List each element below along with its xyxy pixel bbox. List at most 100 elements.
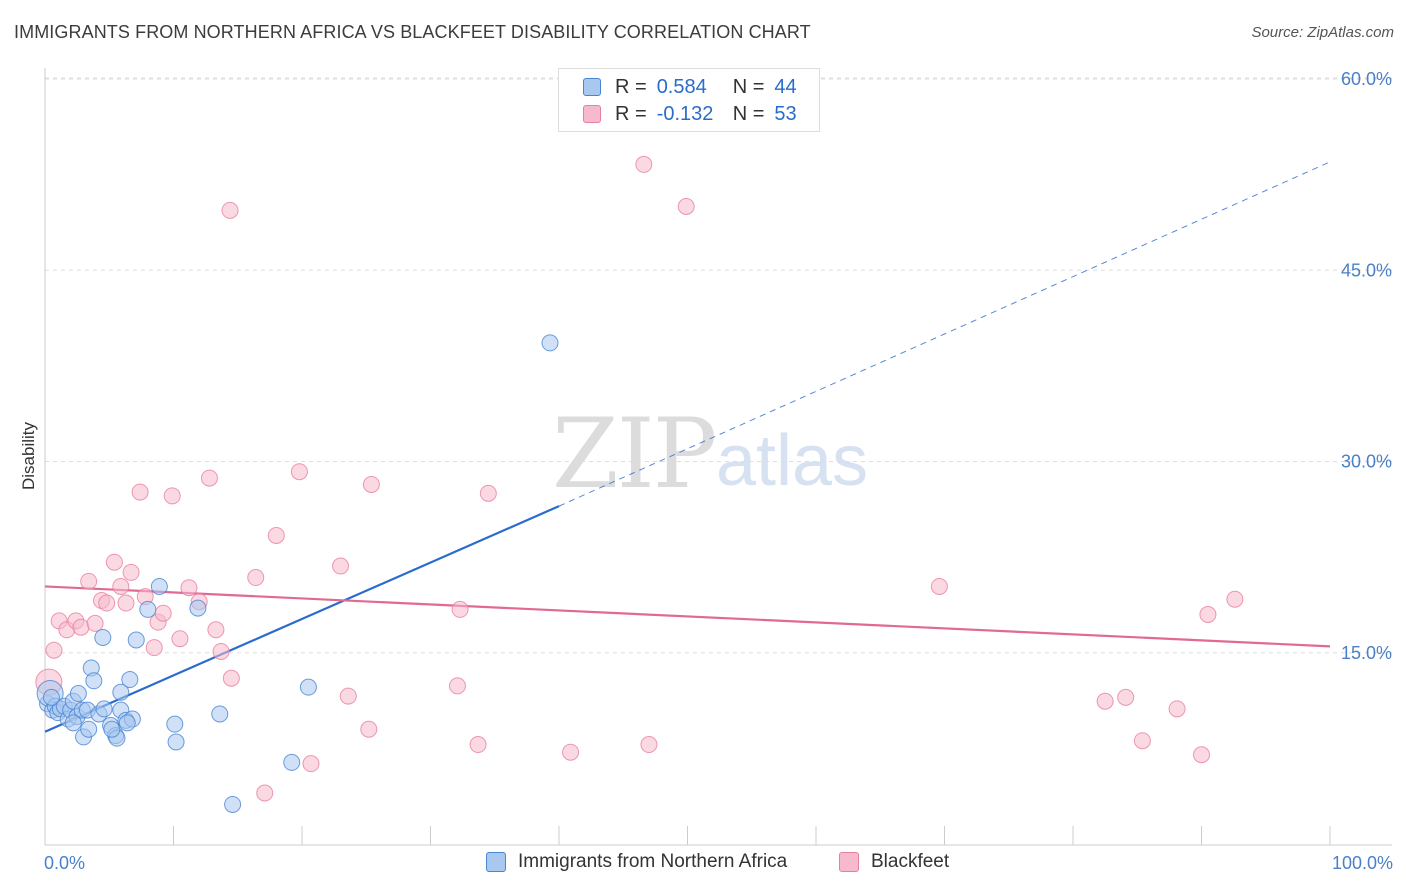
pink-point — [145, 639, 163, 657]
legend-r-label: R = — [615, 102, 647, 125]
pink-point — [256, 784, 274, 802]
blue-point — [94, 628, 112, 646]
bottom-legend-item-immigrants[interactable]: Immigrants from Northern Africa — [486, 851, 787, 873]
pink-point — [290, 463, 308, 481]
bottom-legend-label: Immigrants from Northern Africa — [518, 851, 788, 872]
blue-point — [42, 688, 60, 706]
pink-point — [207, 621, 225, 639]
bottom-legend-swatch-blue — [486, 852, 506, 872]
y-tick-label: 45.0% — [1341, 260, 1392, 280]
blue-point — [118, 714, 136, 732]
trend-layer — [44, 161, 1331, 733]
pink-point — [45, 641, 63, 659]
pink-point — [302, 755, 320, 773]
pink-point — [448, 677, 466, 695]
legend-n-value: 53 — [774, 102, 797, 125]
blue-point — [127, 631, 145, 649]
pink-point — [221, 201, 239, 219]
blue-point — [85, 672, 103, 690]
pink-point — [1096, 692, 1114, 710]
blue-point — [224, 795, 242, 813]
legend-n-label: N = — [732, 102, 765, 125]
blue-point — [541, 334, 559, 352]
pink-point — [131, 483, 149, 501]
blue-point — [139, 600, 157, 618]
pink-point — [72, 618, 90, 636]
pink-point — [163, 487, 181, 505]
legend-r-value: -0.132 — [656, 102, 714, 125]
pink-point — [247, 569, 265, 587]
blue-point — [211, 705, 229, 723]
x-tick-label: 0.0% — [44, 853, 85, 873]
pink-point — [222, 669, 240, 687]
pink-point — [112, 577, 130, 595]
pink-point — [1226, 590, 1244, 608]
pink-point — [1193, 746, 1210, 764]
y-tick-label: 60.0% — [1341, 69, 1392, 89]
points-layer — [35, 155, 1244, 813]
legend-n-label: N = — [732, 75, 765, 98]
pink-point — [154, 604, 172, 622]
legend-n-value: 44 — [774, 75, 797, 98]
pink-point — [1199, 606, 1217, 623]
pink-point — [930, 577, 948, 595]
pink-point — [339, 687, 357, 705]
bottom-legend-label: Blackfeet — [871, 851, 950, 872]
blue-point — [64, 714, 82, 732]
correlation-legend: R = 0.584 N = 44 R = -0.132 N = 53 — [558, 68, 820, 132]
blue-trend-line — [44, 505, 560, 733]
legend-row-blue: R = 0.584 N = 44 — [583, 75, 797, 99]
chart-title: IMMIGRANTS FROM NORTHERN AFRICA VS BLACK… — [14, 22, 811, 42]
pink-point — [180, 579, 198, 597]
watermark-zip: ZIP — [552, 398, 717, 510]
pink-point — [1168, 700, 1186, 718]
bottom-legend-swatch-pink — [839, 852, 859, 872]
legend-swatch-blue — [583, 78, 601, 96]
axis-layer: 15.0% 30.0% 45.0% 60.0% 0.0% 100.0% — [44, 68, 1393, 873]
blue-point — [112, 683, 130, 701]
blue-point — [283, 753, 301, 771]
pink-point — [635, 155, 653, 173]
blue-point — [299, 678, 317, 696]
bottom-legend-item-blackfeet[interactable]: Blackfeet — [839, 851, 949, 873]
source-label: Source: ZipAtlas.com — [1251, 24, 1394, 41]
blue-point — [95, 700, 113, 718]
pink-point — [171, 630, 189, 648]
pink-point — [200, 469, 218, 487]
blue-point — [121, 671, 139, 689]
pink-point — [98, 594, 116, 612]
blue-point — [69, 685, 87, 703]
blue-point — [150, 577, 168, 595]
blue-point — [166, 715, 184, 733]
pink-point — [86, 614, 104, 632]
pink-point — [117, 594, 135, 612]
blue-point — [189, 599, 207, 617]
y-axis-label: Disability — [19, 421, 38, 490]
pink-point — [122, 563, 140, 581]
blue-point — [80, 720, 98, 738]
pink-point — [451, 600, 469, 618]
x-tick-label: 100.0% — [1332, 853, 1393, 873]
legend-r-value: 0.584 — [656, 75, 707, 98]
pink-point — [1117, 688, 1135, 706]
pink-point — [562, 743, 580, 761]
pink-point — [640, 736, 658, 754]
legend-swatch-pink — [583, 105, 601, 123]
pink-point — [212, 642, 230, 660]
legend-r-label: R = — [615, 75, 647, 98]
blue-point — [167, 733, 185, 751]
pink-point — [332, 557, 350, 575]
pink-point — [469, 736, 487, 754]
legend-row-pink: R = -0.132 N = 53 — [583, 102, 797, 126]
pink-point — [677, 198, 695, 215]
pink-point — [267, 526, 285, 544]
blue-point — [103, 720, 121, 738]
y-tick-label: 15.0% — [1341, 643, 1392, 663]
pink-point — [362, 475, 380, 493]
pink-point — [80, 572, 98, 590]
pink-point — [360, 720, 378, 738]
y-tick-label: 30.0% — [1341, 452, 1392, 472]
blue-trend-extension — [558, 161, 1331, 507]
pink-trend-line — [44, 585, 1331, 648]
